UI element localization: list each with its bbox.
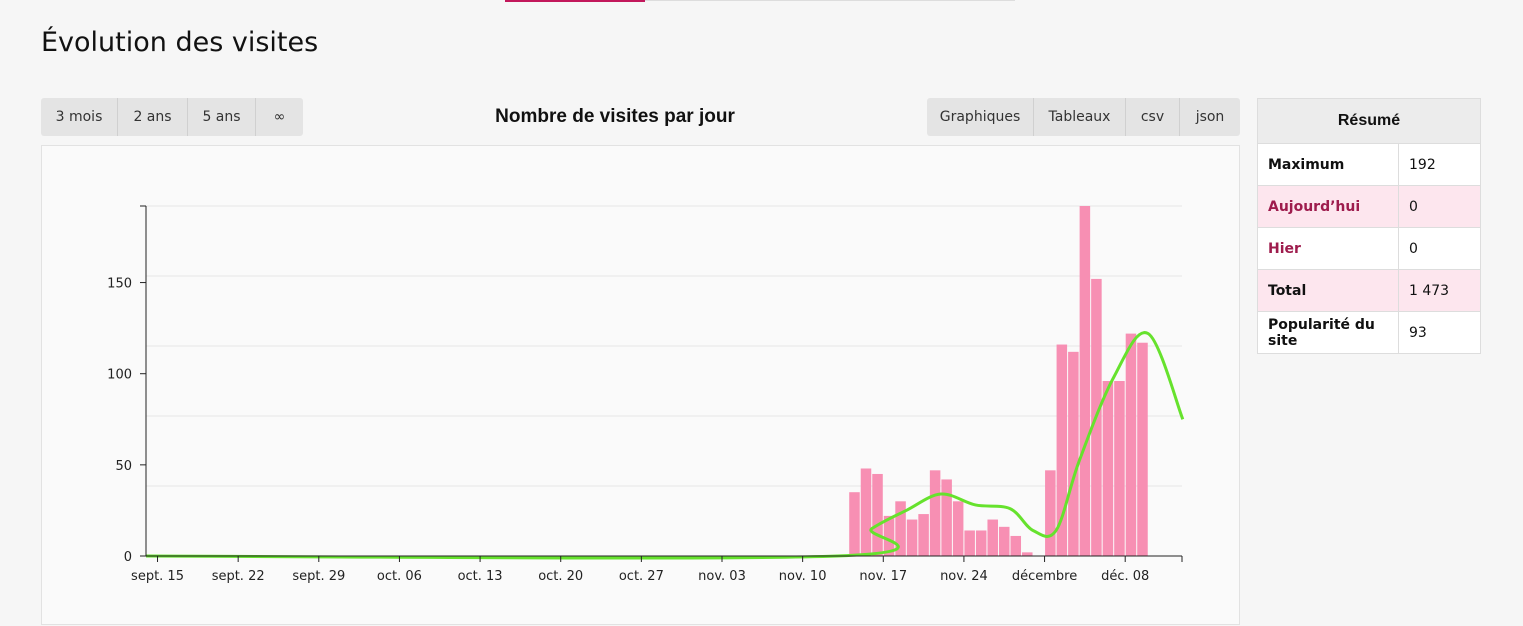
- bar: [1010, 535, 1022, 556]
- bar: [849, 492, 860, 556]
- x-tick-label: sept. 15: [131, 569, 184, 584]
- view-button-charts[interactable]: Graphiques: [927, 98, 1034, 136]
- summary-label: Hier: [1257, 227, 1399, 270]
- x-tick-label: sept. 22: [212, 569, 265, 584]
- x-tick-label: déc. 08: [1101, 569, 1149, 584]
- view-button-json[interactable]: json: [1180, 98, 1240, 136]
- bar: [1125, 333, 1137, 556]
- bar: [883, 515, 895, 556]
- bar: [918, 514, 929, 556]
- x-tick-label: décembre: [1012, 569, 1077, 584]
- summary-label: Total: [1257, 269, 1399, 312]
- bar: [1068, 351, 1079, 556]
- summary-title: Résumé: [1257, 98, 1481, 144]
- summary-value: 0: [1398, 185, 1481, 228]
- summary-value: 93: [1398, 311, 1481, 354]
- summary-label: Popularité du site: [1257, 311, 1399, 354]
- summary-row: Aujourd’hui 0: [1257, 185, 1481, 228]
- summary-row: Popularité du site 93: [1257, 311, 1481, 354]
- chart-panel: 0 50 100 150 sept. 15 sept. 22 sept. 29 oct. 06…: [41, 145, 1240, 625]
- bar: [987, 519, 998, 556]
- summary-label: Aujourd’hui: [1257, 185, 1399, 228]
- bar: [952, 501, 964, 556]
- page-title: Évolution des visites: [41, 27, 319, 58]
- bar: [1102, 381, 1114, 556]
- y-tick-label: 50: [115, 459, 132, 474]
- bar: [1114, 381, 1125, 556]
- bar: [1045, 470, 1056, 556]
- y-tick-label: 150: [107, 277, 132, 292]
- y-tick-label: 100: [107, 368, 132, 383]
- view-button-group: Graphiques Tableaux csv json: [927, 98, 1240, 136]
- bar: [975, 530, 987, 556]
- bar: [906, 519, 918, 556]
- bar: [1056, 344, 1068, 556]
- range-button-group: 3 mois 2 ans 5 ans ∞: [41, 98, 303, 136]
- view-button-tables[interactable]: Tableaux: [1034, 98, 1126, 136]
- range-button-all-time[interactable]: ∞: [256, 98, 303, 136]
- visits-chart: 0 50 100 150 sept. 15 sept. 22 sept. 29 oct. 06…: [107, 205, 1185, 584]
- bar: [1079, 206, 1091, 556]
- bar: [872, 473, 883, 556]
- x-tick-label: oct. 27: [619, 569, 664, 584]
- summary-value: 192: [1398, 143, 1481, 186]
- x-tick-label: oct. 20: [538, 569, 583, 584]
- y-tick-label: 0: [124, 550, 132, 565]
- x-tick-label: nov. 03: [698, 569, 746, 584]
- bar: [964, 530, 975, 556]
- range-button-5-years[interactable]: 5 ans: [188, 98, 256, 136]
- bar: [941, 479, 952, 556]
- chart-title: Nombre de visites par jour: [495, 106, 735, 127]
- trend-line: [145, 331, 1185, 560]
- bar: [895, 501, 906, 556]
- view-button-csv[interactable]: csv: [1126, 98, 1180, 136]
- summary-label: Maximum: [1257, 143, 1399, 186]
- bar: [1137, 342, 1148, 556]
- x-tick-label: oct. 13: [458, 569, 503, 584]
- summary-value: 0: [1398, 227, 1481, 270]
- summary-table: Résumé Maximum 192 Aujourd’hui 0 Hier 0 …: [1257, 98, 1481, 354]
- x-tick-label: sept. 29: [292, 569, 345, 584]
- top-tab-indicator: [505, 0, 645, 2]
- bar: [929, 470, 941, 556]
- summary-row: Maximum 192: [1257, 143, 1481, 186]
- x-tick-label: nov. 10: [779, 569, 827, 584]
- bar: [998, 526, 1010, 556]
- bar: [860, 468, 872, 556]
- summary-row: Hier 0: [1257, 227, 1481, 270]
- summary-row: Total 1 473: [1257, 269, 1481, 312]
- x-tick-label: oct. 06: [377, 569, 422, 584]
- range-button-3-months[interactable]: 3 mois: [41, 98, 118, 136]
- x-tick-label: nov. 24: [940, 569, 988, 584]
- bar: [1022, 552, 1033, 556]
- range-button-2-years[interactable]: 2 ans: [118, 98, 188, 136]
- top-tab-divider: [645, 0, 1015, 1]
- x-tick-label: nov. 17: [859, 569, 907, 584]
- summary-value: 1 473: [1398, 269, 1481, 312]
